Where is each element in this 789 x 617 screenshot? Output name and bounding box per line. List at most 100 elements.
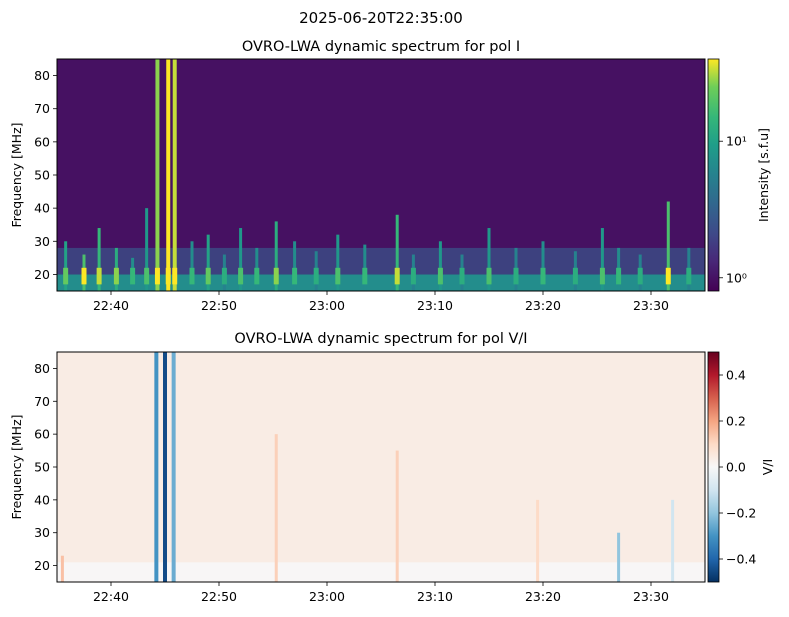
low-frequency-band <box>57 274 705 291</box>
panel-title: OVRO-LWA dynamic spectrum for pol V/I <box>234 331 527 347</box>
burst-base <box>254 267 260 285</box>
plot-area <box>57 59 705 291</box>
burst-base <box>437 267 443 285</box>
burst-base <box>410 267 416 285</box>
polarization-stripe <box>171 352 176 582</box>
colorbar-label: Intensity [s.f.u] <box>756 128 771 222</box>
burst-stripe <box>206 234 210 291</box>
burst-base <box>172 267 178 285</box>
colorbar-tick-label: −0.4 <box>726 552 756 567</box>
burst-stripe <box>166 59 171 291</box>
colorbar-tick-label: 0.2 <box>726 414 746 429</box>
x-tick-label: 22:40 <box>93 589 129 604</box>
x-tick-label: 23:10 <box>417 589 453 604</box>
burst-stripe <box>155 59 160 291</box>
burst-base <box>335 267 341 285</box>
colorbar-gradient <box>707 351 720 583</box>
burst-base <box>96 267 102 285</box>
spectrum-background <box>57 352 705 582</box>
polarization-stripe <box>395 450 399 582</box>
panel-stokes-i: OVRO-LWA dynamic spectrum for pol I 20 30… <box>9 39 771 313</box>
colorbar-tick-label: 0.4 <box>726 368 746 383</box>
burst-base <box>165 267 171 285</box>
panel-stokes-v-over-i: OVRO-LWA dynamic spectrum for pol V/I 20… <box>9 331 775 604</box>
x-axis: 22:40 22:50 23:00 23:10 23:20 23:30 <box>93 291 669 313</box>
y-tick-label: 20 <box>34 558 50 573</box>
burst-stripe <box>145 208 149 291</box>
x-tick-label: 22:40 <box>93 298 129 313</box>
low-frequency-haze <box>57 247 705 275</box>
y-tick-label: 70 <box>34 394 50 409</box>
polarization-stripe <box>617 532 621 582</box>
burst-stripe <box>190 241 194 291</box>
y-tick-label: 30 <box>34 234 50 249</box>
y-tick-label: 20 <box>34 267 50 282</box>
y-tick-label: 80 <box>34 68 50 83</box>
burst-base <box>273 267 279 285</box>
colorbar-tick-label: −0.2 <box>726 506 756 521</box>
colorbar: 10⁰ 10¹ Intensity [s.f.u] <box>707 58 771 292</box>
burst-base <box>616 267 622 285</box>
x-tick-label: 22:50 <box>201 589 237 604</box>
burst-stripe <box>97 228 101 291</box>
burst-base <box>221 267 227 285</box>
burst-stripe <box>487 228 491 291</box>
burst-stripe <box>541 241 545 291</box>
burst-base <box>130 267 136 285</box>
burst-base <box>459 267 465 285</box>
burst-base <box>599 267 605 285</box>
burst-stripe <box>336 234 340 291</box>
burst-base <box>154 267 160 285</box>
colorbar-ticks: 10⁰ 10¹ <box>719 134 747 285</box>
panel-title: OVRO-LWA dynamic spectrum for pol I <box>242 39 520 55</box>
spectrum-layer <box>57 352 705 582</box>
burst-base <box>665 267 671 285</box>
x-tick-label: 23:00 <box>309 589 345 604</box>
colorbar-label: V/I <box>760 459 775 475</box>
colorbar: 0.4 0.2 0.0 −0.2 −0.4 V/I <box>707 351 775 583</box>
y-tick-label: 80 <box>34 361 50 376</box>
polarization-stripe <box>671 499 675 582</box>
burst-base <box>362 267 368 285</box>
colorbar-tick-label: 0.0 <box>726 460 746 475</box>
y-tick-label: 60 <box>34 134 50 149</box>
colorbar-gradient <box>707 58 720 292</box>
y-tick-label: 40 <box>34 201 50 216</box>
polarization-stripe <box>154 352 159 582</box>
low-frequency-band <box>57 562 705 582</box>
burst-stripe <box>274 221 278 291</box>
polarization-stripe <box>274 434 278 582</box>
y-axis: 20 30 40 50 60 70 80 <box>34 68 57 282</box>
burst-stripe <box>172 59 177 291</box>
burst-base <box>486 267 492 285</box>
y-tick-label: 50 <box>34 460 50 475</box>
x-tick-label: 23:00 <box>309 298 345 313</box>
y-tick-label: 70 <box>34 101 50 116</box>
burst-base <box>205 267 211 285</box>
burst-stripe <box>293 241 297 291</box>
burst-base <box>686 267 692 285</box>
burst-base <box>572 267 578 285</box>
x-tick-label: 22:50 <box>201 298 237 313</box>
colorbar-tick-label: 10¹ <box>726 134 747 149</box>
x-tick-label: 23:20 <box>525 298 561 313</box>
burst-stripe <box>395 214 399 291</box>
plot-area <box>57 352 705 582</box>
polarization-stripe <box>536 499 540 582</box>
burst-base <box>189 267 195 285</box>
burst-stripe <box>438 241 442 291</box>
y-tick-label: 40 <box>34 492 50 507</box>
x-tick-label: 23:10 <box>417 298 453 313</box>
burst-base <box>394 267 400 285</box>
burst-base <box>81 267 87 285</box>
burst-base <box>292 267 298 285</box>
colorbar-tick-label: 10⁰ <box>726 270 747 285</box>
x-tick-label: 23:30 <box>633 589 669 604</box>
y-tick-label: 50 <box>34 168 50 183</box>
y-axis-label: Frequency [MHz] <box>9 122 24 227</box>
spectrum-layer <box>57 59 705 291</box>
burst-base <box>513 267 519 285</box>
figure-suptitle: 2025-06-20T22:35:00 <box>299 9 463 27</box>
burst-base <box>144 267 150 285</box>
